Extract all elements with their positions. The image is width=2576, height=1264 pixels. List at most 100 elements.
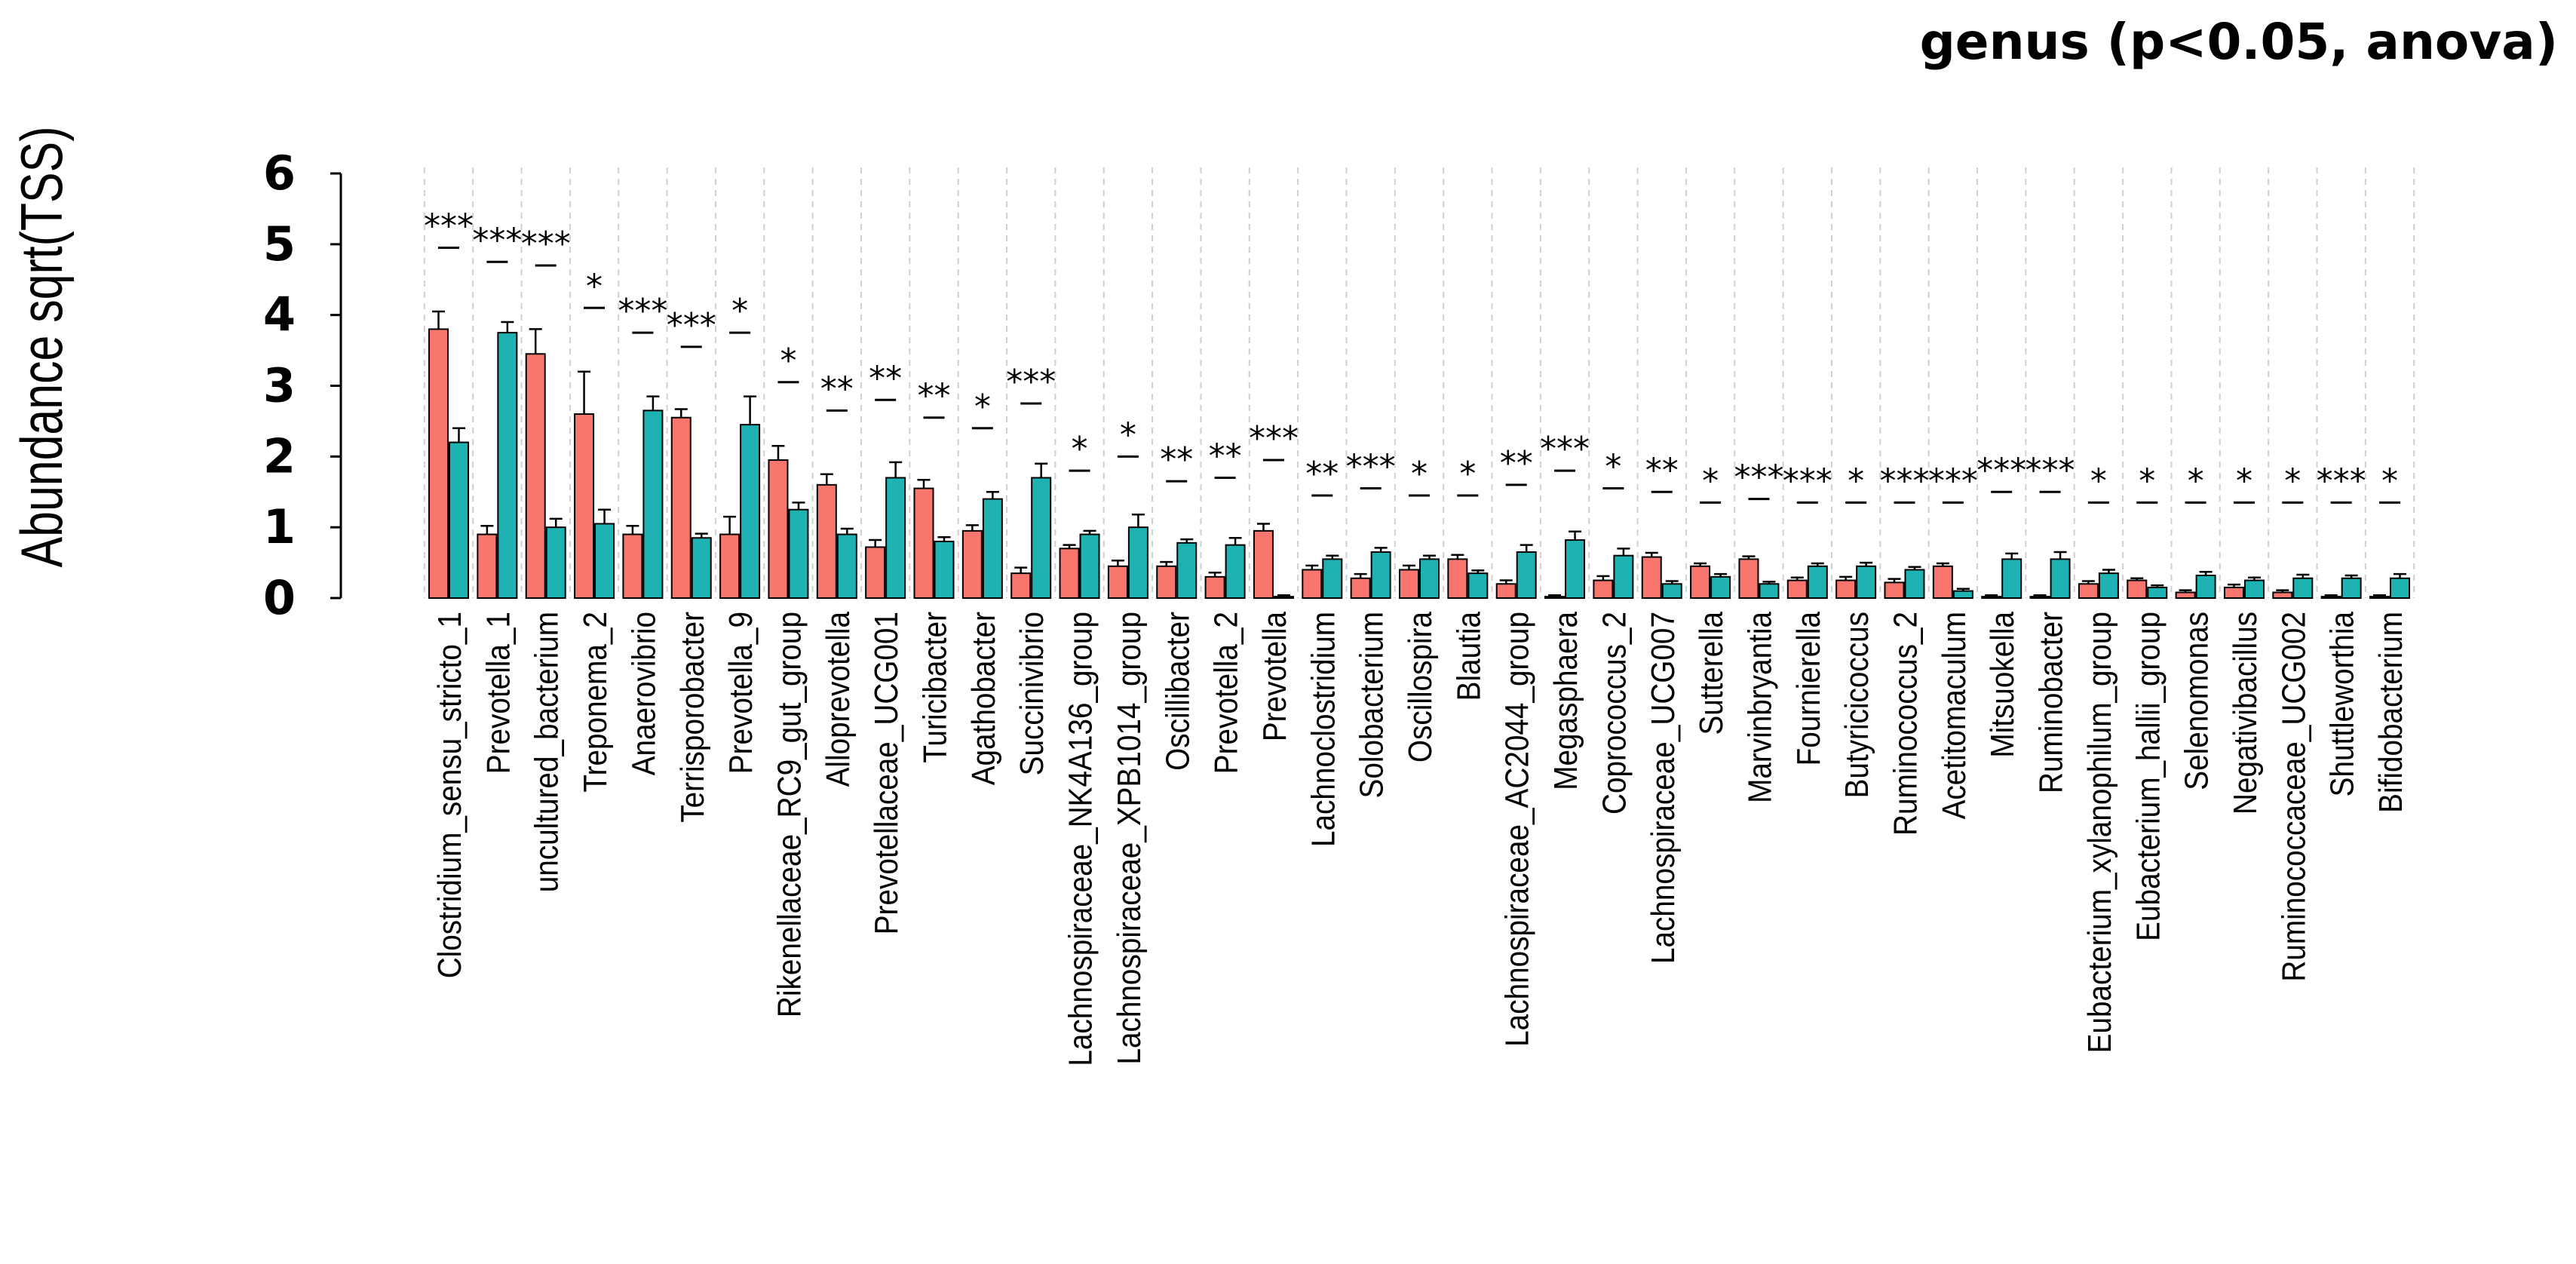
bar-group1 [2320, 596, 2341, 600]
category-label: Prevotella [1256, 611, 1293, 741]
category-label: Sutterella [1692, 611, 1730, 735]
bar-group2 [2001, 558, 2022, 599]
significance-stars: * [2284, 462, 2301, 500]
bar-group1 [865, 546, 886, 599]
bar-group2 [1370, 551, 1391, 600]
bar-group1 [1786, 579, 1808, 600]
category-label: Alloprevotella [818, 611, 856, 787]
bar-group1 [1593, 579, 1614, 600]
bar-group1 [1641, 556, 1662, 599]
bar-group1 [477, 533, 498, 599]
significance-stars: *** [424, 207, 474, 246]
bar-group2 [836, 533, 857, 599]
bar-group2 [740, 424, 761, 599]
category-label: Lachnospiraceae_AC2044_group [1498, 612, 1535, 1047]
category-label: Ruminococcus_2 [1886, 612, 1924, 836]
bar-group1 [670, 416, 692, 599]
category-label: Megasphaera [1547, 611, 1584, 790]
bar-group1 [1302, 569, 1323, 600]
bar-group1 [1447, 558, 1468, 599]
significance-stars: ** [1305, 455, 1339, 493]
category-label: Butyricicoccus [1838, 612, 1875, 798]
significance-stars: * [1848, 462, 1864, 500]
bar-group2 [691, 537, 712, 599]
category-label: Terrisporobacter [673, 612, 710, 823]
bar-group1 [2175, 591, 2196, 600]
bar-group2 [2390, 577, 2410, 600]
significance-stars: *** [1249, 419, 1299, 458]
bar-group2 [1516, 551, 1537, 600]
significance-markers: **************** **** ** ** ***** *** ** ***** *… [424, 207, 2400, 504]
significance-stars: * [1120, 416, 1136, 454]
bar-group2 [642, 410, 664, 600]
category-label: Agathobacter [964, 612, 1002, 785]
bar-group2 [1661, 583, 1682, 600]
category-label: Ruminococcaceae_UCG002 [2274, 612, 2312, 982]
category-label: Shuttleworthia [2323, 611, 2360, 796]
bar-group1 [1495, 583, 1516, 600]
bar-group2 [2195, 574, 2216, 599]
significance-stars: ** [1209, 437, 1242, 475]
category-label: Selenomonas [2177, 612, 2215, 790]
bar-group1 [622, 533, 643, 599]
bar-group2 [545, 526, 566, 600]
significance-stars: ** [820, 370, 854, 408]
bar-group1 [768, 459, 789, 600]
category-label: Prevotella_1 [479, 612, 517, 774]
significance-stars: ** [1645, 451, 1679, 489]
bar-group1 [1690, 565, 1711, 600]
bar-group2 [1225, 544, 1246, 599]
significance-stars: * [731, 292, 748, 330]
category-label: Turicibacter [915, 612, 953, 763]
bar-group1 [1738, 558, 1759, 599]
significance-stars: * [2090, 462, 2107, 500]
bar-group1 [1350, 577, 1371, 600]
significance-stars: *** [2317, 462, 2366, 500]
category-label: Prevotella_2 [1207, 612, 1244, 774]
bar-group2 [1565, 539, 1586, 599]
category-label: uncultured_bacterium [527, 612, 565, 892]
bar-group2 [497, 332, 518, 599]
category-label: Coprococcus_2 [1595, 612, 1633, 815]
bar-group2 [934, 540, 955, 600]
category-label: Mitsuokella [1983, 611, 2021, 758]
bar-group2 [1273, 596, 1294, 600]
significance-stars: *** [1540, 430, 1590, 468]
significance-stars: * [1605, 448, 1621, 486]
significance-stars: *** [1976, 451, 2026, 489]
bar-group2 [1419, 558, 1440, 599]
y-tick-label: 6 [263, 146, 296, 201]
bar-group2 [2147, 586, 2168, 599]
significance-stars: * [1072, 430, 1088, 468]
bar-group2 [1904, 569, 1925, 600]
bar-group1 [1932, 565, 1953, 600]
significance-stars: ** [1160, 440, 1193, 479]
bar-group2 [1952, 590, 1973, 599]
bar-group1 [2223, 586, 2244, 599]
bar-group1 [428, 328, 449, 599]
category-label: Rikenellaceae_RC9_gut_group [770, 612, 808, 1017]
category-label: Eubacterium_hallii_group [2129, 612, 2167, 941]
significance-stars: *** [1880, 462, 1930, 500]
bar-group1 [1884, 581, 1905, 600]
significance-stars: *** [667, 306, 716, 345]
bar-group1 [574, 413, 595, 599]
significance-stars: * [2139, 462, 2155, 500]
significance-stars: * [586, 267, 603, 305]
significance-stars: * [2188, 462, 2204, 500]
category-label: Succinivibrio [1013, 612, 1050, 775]
category-label: Lachnoclostridium [1304, 612, 1342, 847]
bar-group2 [594, 523, 615, 599]
category-label: Lachnospiraceae_NK4A136_group [1061, 612, 1099, 1066]
significance-stars: * [1702, 462, 1719, 500]
y-tick-label: 0 [263, 570, 296, 625]
category-label: Anaerovibrio [624, 612, 662, 775]
category-label: Clostridium_sensu_stricto_1 [431, 612, 468, 978]
significance-stars: *** [618, 292, 667, 330]
bar-group1 [913, 487, 934, 600]
significance-stars: *** [1928, 462, 1978, 500]
bar-group2 [1613, 554, 1634, 600]
significance-stars: ** [1500, 444, 1533, 483]
y-axis-label: Abundance sqrt(TSS) [9, 127, 75, 568]
